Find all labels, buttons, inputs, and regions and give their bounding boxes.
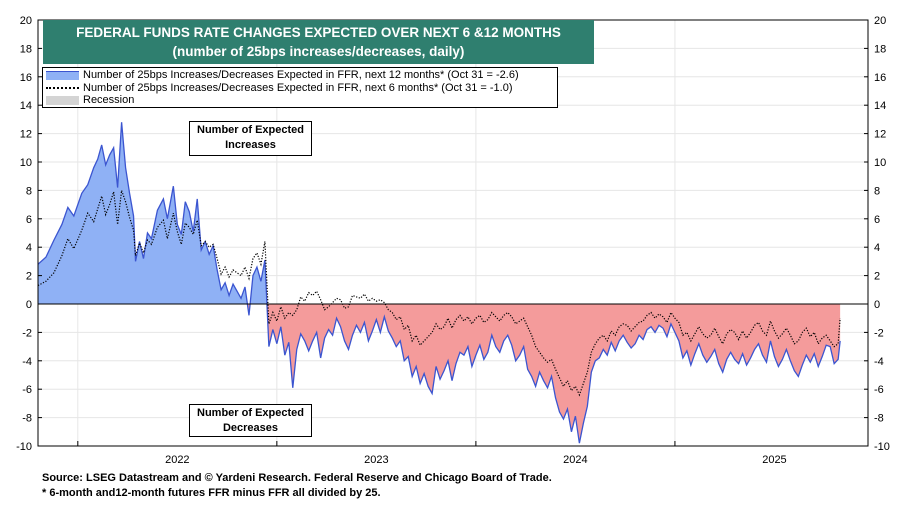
legend-item-6m: Number of 25bps Increases/Decreases Expe… [46, 82, 513, 95]
chart-title-box: FEDERAL FUNDS RATE CHANGES EXPECTED OVER… [43, 20, 594, 64]
y-tick-label-right: 2 [874, 271, 880, 283]
y-tick-label-right: -10 [874, 441, 890, 453]
annotation-decreases-line2: Decreases [222, 422, 279, 434]
annotation-increases: Number of Expected Increases [189, 121, 312, 156]
area-decreases [38, 304, 841, 444]
legend-label-6m: Number of 25bps Increases/Decreases Expe… [83, 82, 513, 94]
legend-swatch-12m [46, 70, 79, 80]
y-tick-label-left: 8 [26, 185, 32, 197]
legend-swatch-6m [46, 87, 79, 90]
y-tick-label-left: 12 [20, 129, 32, 141]
y-tick-label-left: 10 [20, 157, 32, 169]
y-tick-label-left: -8 [22, 413, 32, 425]
source-note: Source: LSEG Datastream and © Yardeni Re… [42, 472, 552, 484]
legend-swatch-recession [46, 95, 79, 105]
y-tick-label-right: 14 [874, 100, 886, 112]
x-tick-label: 2025 [762, 454, 786, 466]
y-tick-label-left: 16 [20, 72, 32, 84]
y-tick-label-right: 0 [874, 299, 880, 311]
y-tick-label-left: 2 [26, 271, 32, 283]
series-lines [37, 122, 841, 444]
y-tick-label-left: -10 [16, 441, 32, 453]
chart-subtitle: (number of 25bps increases/decreases, da… [172, 44, 465, 59]
legend-item-12m: Number of 25bps Increases/Decreases Expe… [46, 69, 519, 82]
series-line-6m [37, 190, 841, 397]
legend-item-recession: Recession [46, 94, 134, 107]
y-tick-label-right: 8 [874, 185, 880, 197]
y-tick-label-right: -2 [874, 327, 884, 339]
y-tick-label-left: 20 [20, 15, 32, 27]
footnote: * 6-month and12-month futures FFR minus … [42, 487, 381, 499]
annotation-decreases-line1: Number of Expected [197, 407, 304, 419]
chart-title: FEDERAL FUNDS RATE CHANGES EXPECTED OVER… [76, 25, 561, 40]
x-axis: 2022 2023 2024 2025 [77, 441, 787, 466]
y-tick-label-left: -2 [22, 327, 32, 339]
legend: Number of 25bps Increases/Decreases Expe… [42, 67, 558, 108]
annotation-increases-line1: Number of Expected [197, 124, 304, 136]
y-tick-label-right: -8 [874, 413, 884, 425]
y-tick-label-right: -6 [874, 384, 884, 396]
y-tick-label-left: 18 [20, 43, 32, 55]
series-line-12m [37, 122, 841, 444]
y-tick-label-right: 18 [874, 43, 886, 55]
legend-label-12m: Number of 25bps Increases/Decreases Expe… [83, 69, 519, 81]
y-tick-label-right: 10 [874, 157, 886, 169]
legend-label-recession: Recession [83, 94, 135, 106]
area-fills [38, 122, 841, 444]
area-increases [38, 122, 841, 305]
y-tick-label-right: 6 [874, 214, 880, 226]
annotation-decreases: Number of Expected Decreases [189, 404, 312, 437]
y-tick-label-right: 16 [874, 72, 886, 84]
annotation-increases-line2: Increases [225, 139, 276, 151]
y-tick-label-left: -6 [22, 384, 32, 396]
x-tick-label: 2023 [364, 454, 388, 466]
y-tick-label-left: 0 [26, 299, 32, 311]
x-tick-label: 2024 [563, 454, 587, 466]
y-tick-label-left: -4 [22, 356, 32, 368]
y-tick-label-left: 4 [26, 242, 32, 254]
x-tick-label: 2022 [165, 454, 189, 466]
y-tick-label-left: 14 [20, 100, 32, 112]
y-tick-label-right: 20 [874, 15, 886, 27]
y-tick-label-right: 4 [874, 242, 880, 254]
y-tick-label-left: 6 [26, 214, 32, 226]
y-tick-label-right: 12 [874, 129, 886, 141]
y-tick-label-right: -4 [874, 356, 884, 368]
